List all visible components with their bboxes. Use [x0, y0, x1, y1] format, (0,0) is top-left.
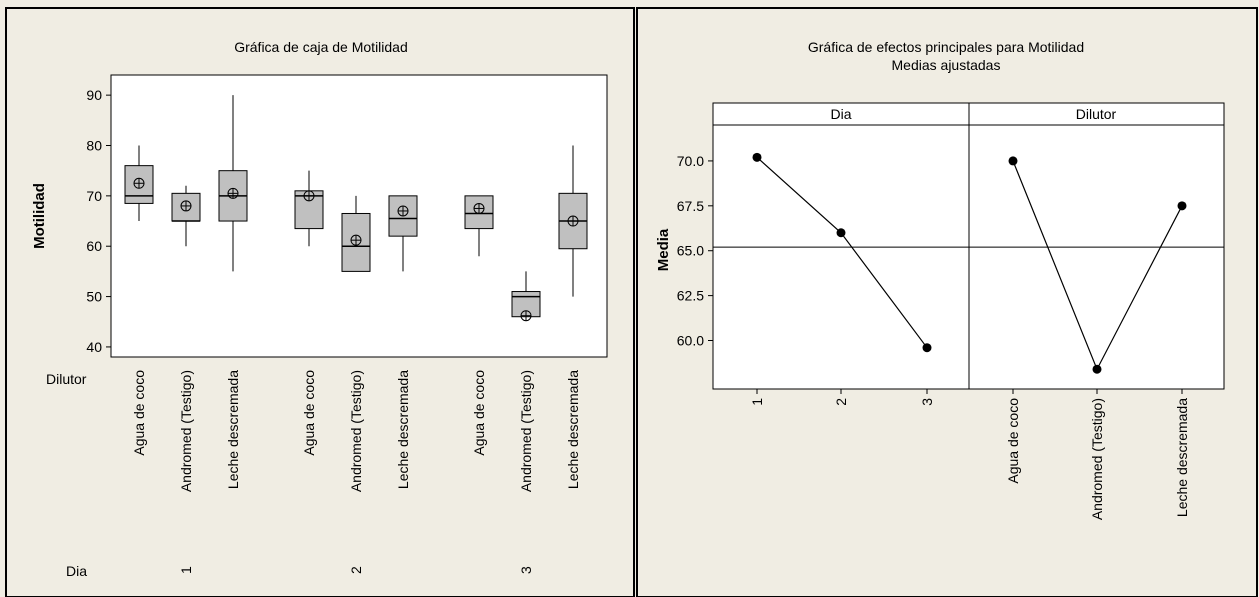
main-effects-y-ticks: 60.0 62.5 65.0 67.5 70.0: [677, 153, 713, 349]
boxplot-y-axis-label: Motilidad: [31, 183, 48, 249]
main-effects-chart: Gráfica de efectos principales para Moti…: [636, 7, 1258, 597]
main-effects-x-tick-label: 2: [833, 398, 849, 406]
main-effects-x-tick-label: 1: [749, 398, 765, 406]
main-effects-x-tick-label: Agua de coco: [1005, 398, 1021, 484]
boxplot-x-label-dilutor: Agua de coco: [471, 370, 487, 456]
boxplot-y-tick-label: 50: [86, 289, 102, 305]
boxplot-boxes: [124, 95, 588, 322]
main-effects-point: [1008, 156, 1018, 166]
boxplot-y-tick-label: 70: [86, 188, 102, 204]
main-effects-x-tick-label: Leche descremada: [1174, 398, 1190, 517]
boxplot-x-label-dilutor: Andromed (Testigo): [518, 370, 534, 492]
boxplot-x-label-dilutor: Agua de coco: [301, 370, 317, 456]
boxplot-x-label-dilutor: Leche descremada: [565, 370, 581, 489]
main-effects-series: [752, 152, 1187, 374]
main-effects-y-tick-label: 65.0: [677, 243, 704, 259]
main-effects-y-tick-label: 67.5: [677, 198, 704, 214]
main-effects-point: [922, 343, 932, 353]
main-effects-point: [1092, 364, 1102, 374]
main-effects-x-labels: 1 2 3 Agua de coco Andromed (Testigo) Leche d…: [749, 389, 1190, 520]
boxplot-y-tick-label: 80: [86, 138, 102, 154]
boxplot-x-labels: Agua de coco Andromed (Testigo) 1 Leche des…: [131, 370, 581, 574]
boxplot-y-tick-label: 90: [86, 87, 102, 103]
boxplot-y-tick-label: 60: [86, 238, 102, 254]
main-effects-y-tick-label: 62.5: [677, 288, 704, 304]
main-effects-x-tick-label: Andromed (Testigo): [1089, 398, 1105, 520]
boxplot-y-ticks: 40 50 60 70 80 90: [86, 87, 111, 355]
boxplot-x-label-dia: 3: [518, 566, 534, 574]
main-effects-y-axis-label: Media: [655, 228, 672, 271]
boxplot-x-label-dilutor: Leche descremada: [395, 370, 411, 489]
main-effects-point: [1177, 201, 1187, 211]
main-effects-x-tick-label: 3: [919, 398, 935, 406]
main-effects-subtitle: Medias ajustadas: [892, 57, 1001, 73]
boxplot-x-label-dia: 1: [178, 566, 194, 574]
main-effects-y-tick-label: 60.0: [677, 333, 704, 349]
boxplot-x-label-dilutor: Andromed (Testigo): [178, 370, 194, 492]
main-effects-title: Gráfica de efectos principales para Moti…: [808, 39, 1084, 55]
boxplot-frame: [5, 7, 635, 597]
boxplot-x-label-dilutor: Leche descremada: [225, 370, 241, 489]
boxplot-x-label-dia: 2: [348, 566, 364, 574]
boxplot-x-factor-label-dilutor: Dilutor: [46, 371, 87, 387]
boxplot-x-label-dilutor: Agua de coco: [131, 370, 147, 456]
boxplot-chart: Gráfica de caja de Motilidad Motilidad D…: [5, 7, 635, 597]
main-effects-point: [752, 152, 762, 162]
boxplot-y-tick-label: 40: [86, 339, 102, 355]
boxplot-x-label-dilutor: Andromed (Testigo): [348, 370, 364, 492]
main-effects-point: [836, 228, 846, 238]
main-effects-panel-header-dilutor: Dilutor: [1076, 106, 1117, 122]
boxplot-title: Gráfica de caja de Motilidad: [234, 39, 408, 55]
main-effects-y-tick-label: 70.0: [677, 153, 704, 169]
boxplot-x-factor-label-dia: Dia: [66, 563, 87, 579]
main-effects-frame: [636, 7, 1258, 597]
main-effects-panel-header-dia: Dia: [830, 106, 851, 122]
